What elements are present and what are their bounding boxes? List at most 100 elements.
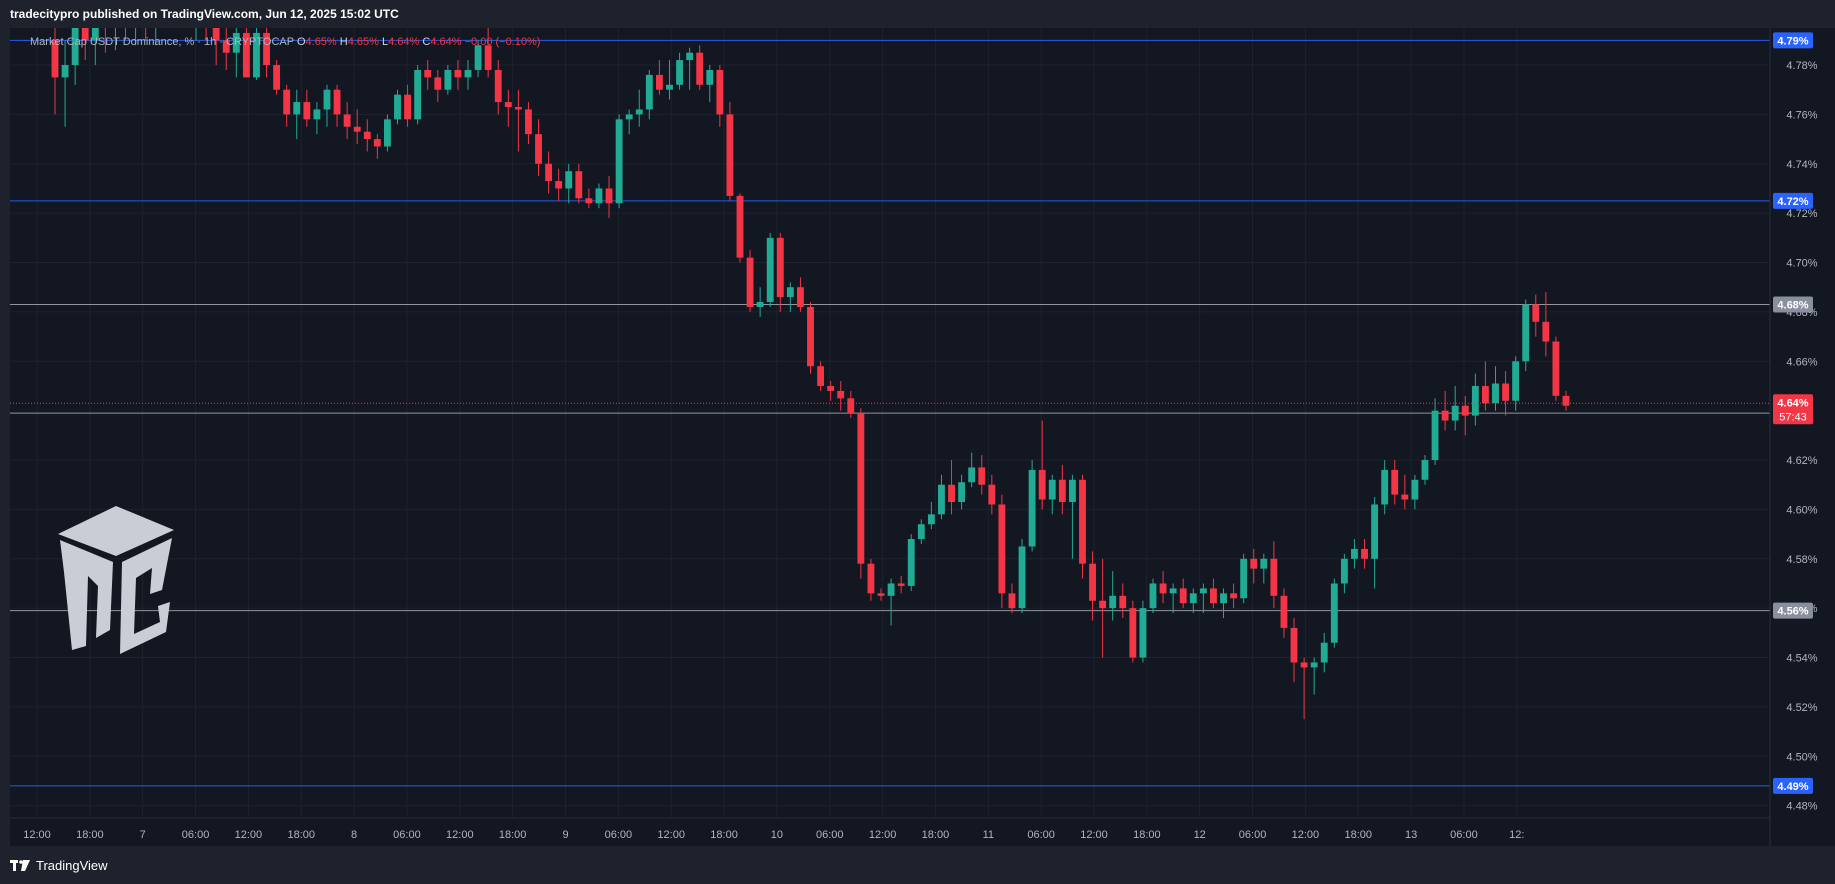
- level-price-tag-text: 4.72%: [1777, 196, 1808, 208]
- candle-body: [1391, 469, 1399, 495]
- candle-body: [1159, 583, 1167, 594]
- candle-body: [797, 287, 804, 307]
- brand-text: TradingView: [36, 858, 108, 873]
- candle-body: [837, 390, 845, 399]
- candle-body: [1109, 595, 1117, 609]
- candle-body: [555, 181, 563, 189]
- logo-letter-c: [120, 538, 172, 654]
- price-axis-labels: 4.79%4.72%4.68%4.64%4.56%4.49%4.64%57:43: [1773, 32, 1813, 794]
- horizontal-levels: [10, 39, 1770, 787]
- candle-body: [51, 40, 59, 78]
- candle-body: [373, 139, 381, 147]
- time-tick-label: 12:00: [1080, 829, 1108, 841]
- candle-body: [585, 198, 593, 204]
- candle-body: [323, 89, 331, 110]
- candle-body: [313, 109, 321, 120]
- candle-body: [635, 109, 643, 115]
- candle-body: [938, 484, 945, 515]
- current-price-value: 4.64%: [1777, 397, 1808, 409]
- candles: [51, 3, 1570, 720]
- candle-body: [484, 45, 492, 70]
- candle-body: [1340, 558, 1348, 584]
- price-tick-label: 4.76%: [1786, 109, 1817, 121]
- candle-body: [1099, 600, 1107, 609]
- candle-body: [575, 171, 583, 199]
- candle-body: [968, 467, 976, 483]
- level-price-tag-text: 4.56%: [1777, 606, 1808, 618]
- candle-body: [474, 45, 482, 70]
- symbol-name: Market Cap USDT Dominance, % · 1h · CRYP…: [30, 36, 294, 48]
- candle-body: [1280, 595, 1288, 628]
- logo-letter-t: [60, 540, 113, 650]
- level-price-tag: [1773, 32, 1813, 49]
- time-tick-label: 12:00: [1292, 829, 1320, 841]
- candle-body: [1451, 405, 1459, 421]
- time-tick-label: 11: [983, 829, 994, 841]
- candle-body: [625, 114, 633, 120]
- candle-body: [716, 69, 724, 115]
- candle-body: [1300, 662, 1308, 668]
- chart-area[interactable]: Market Cap USDT Dominance, % · 1h · CRYP…: [10, 3, 1835, 846]
- candle-body: [1199, 588, 1207, 594]
- candle-body: [1058, 479, 1066, 502]
- high-label: H: [339, 36, 348, 48]
- candle-body: [494, 69, 502, 103]
- candle-body: [424, 69, 432, 78]
- candle-body: [1401, 494, 1409, 500]
- candle-body: [293, 102, 301, 115]
- change-value: −0.00 (−0.10%): [464, 36, 541, 48]
- price-tick-label: 4.70%: [1786, 258, 1817, 270]
- candle-body: [1371, 504, 1379, 559]
- time-tick-label: 12:00: [23, 829, 51, 841]
- candle-body: [706, 69, 714, 85]
- time-tick-label: 18:00: [710, 829, 738, 841]
- candle-body: [333, 89, 341, 115]
- candle-body: [746, 257, 754, 307]
- candle-body: [857, 413, 865, 564]
- candle-body: [232, 32, 240, 53]
- candle-body: [1018, 546, 1026, 609]
- price-tick-label: 4.66%: [1786, 356, 1817, 368]
- candle-body: [1189, 593, 1197, 604]
- candle-body: [504, 102, 512, 107]
- symbol-legend: Market Cap USDT Dominance, % · 1h · CRYP…: [30, 36, 540, 48]
- candle-body: [807, 306, 814, 367]
- time-tick-label: 18:00: [499, 829, 527, 841]
- candle-body: [525, 109, 532, 135]
- candle-body: [877, 593, 885, 596]
- time-axis[interactable]: 12:00 18:00 7 06:00 12:00 18:00 8 06:00 12:00 18:…: [23, 829, 1524, 841]
- candle-body: [464, 69, 472, 78]
- time-tick-label: 8: [351, 829, 357, 841]
- candle-body: [726, 114, 734, 196]
- open-label: O: [296, 36, 306, 48]
- price-tick-label: 4.58%: [1786, 554, 1817, 566]
- time-tick-label: 12:00: [869, 829, 897, 841]
- time-tick-label: 12:00: [235, 829, 263, 841]
- candle-body: [686, 52, 694, 61]
- price-tick-label: 4.60%: [1786, 504, 1817, 516]
- price-axis-background: [1770, 28, 1835, 846]
- tradingview-logo-icon: [10, 859, 30, 871]
- candlestick-chart[interactable]: 4.48% 4.50% 4.52% 4.54% 4.56% 4.58% 4.60% 4.62%…: [10, 3, 1835, 846]
- level-price-tag: [1773, 296, 1813, 313]
- candle-body: [1048, 479, 1056, 500]
- candle-body: [958, 482, 966, 502]
- tradingview-brand[interactable]: TradingView: [10, 858, 108, 873]
- candle-body: [776, 237, 784, 298]
- candle-body: [1038, 469, 1046, 500]
- candle-body: [545, 163, 553, 182]
- candle-body: [212, 15, 220, 41]
- time-tick-label: 06:00: [182, 829, 210, 841]
- price-tick-label: 4.48%: [1786, 801, 1817, 813]
- candle-body: [676, 60, 683, 85]
- candle-body: [91, 20, 99, 41]
- candle-body: [1119, 595, 1127, 609]
- candle-body: [343, 114, 351, 127]
- low-label: L: [382, 36, 389, 48]
- publish-text: tradecitypro published on TradingView.co…: [10, 7, 399, 21]
- candle-body: [1310, 662, 1318, 668]
- candle-body: [394, 94, 401, 120]
- candle-body: [615, 119, 623, 204]
- footer-bar: TradingView: [0, 846, 1835, 884]
- price-axis[interactable]: 4.48%4.50%4.52%4.54%4.56%4.58%4.60%4.62%…: [1786, 60, 1817, 813]
